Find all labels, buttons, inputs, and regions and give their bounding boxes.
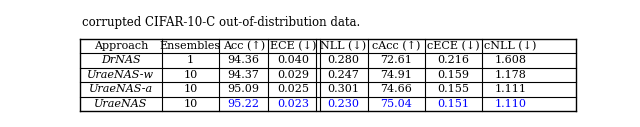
Text: 0.280: 0.280 (327, 55, 359, 65)
Text: 94.36: 94.36 (228, 55, 260, 65)
Text: cNLL (↓): cNLL (↓) (484, 41, 536, 51)
Text: 95.22: 95.22 (228, 99, 260, 109)
Text: 1.608: 1.608 (494, 55, 526, 65)
Text: 10: 10 (183, 99, 198, 109)
Text: 75.04: 75.04 (380, 99, 412, 109)
Text: 0.025: 0.025 (277, 84, 309, 94)
Text: Acc (↑): Acc (↑) (223, 41, 265, 51)
Text: 0.040: 0.040 (277, 55, 309, 65)
Text: 94.37: 94.37 (228, 70, 260, 80)
Text: 74.66: 74.66 (380, 84, 412, 94)
Text: ECE (↓): ECE (↓) (270, 41, 316, 51)
Text: 0.151: 0.151 (437, 99, 469, 109)
Text: Approach: Approach (93, 41, 148, 51)
Text: 0.155: 0.155 (437, 84, 469, 94)
Text: 1.110: 1.110 (494, 99, 526, 109)
Text: 72.61: 72.61 (380, 55, 412, 65)
Text: 1.178: 1.178 (494, 70, 526, 80)
Text: 1.111: 1.111 (494, 84, 526, 94)
Text: 0.029: 0.029 (277, 70, 309, 80)
Text: UraeNAS-w: UraeNAS-w (88, 70, 154, 80)
Text: 0.230: 0.230 (327, 99, 359, 109)
Text: 0.301: 0.301 (327, 84, 359, 94)
Text: cECE (↓): cECE (↓) (427, 41, 479, 51)
Text: 74.91: 74.91 (380, 70, 412, 80)
Text: 95.09: 95.09 (228, 84, 260, 94)
Text: UraeNAS: UraeNAS (94, 99, 148, 109)
Text: 0.023: 0.023 (277, 99, 309, 109)
Text: NLL (↓): NLL (↓) (320, 41, 366, 51)
Text: Ensembles: Ensembles (160, 41, 221, 51)
Text: 0.247: 0.247 (327, 70, 359, 80)
Text: 0.216: 0.216 (437, 55, 469, 65)
Text: DrNAS: DrNAS (101, 55, 141, 65)
Text: 0.159: 0.159 (437, 70, 469, 80)
Text: 1: 1 (187, 55, 194, 65)
Text: cAcc (↑): cAcc (↑) (372, 41, 420, 51)
Text: 10: 10 (183, 70, 198, 80)
Text: 10: 10 (183, 84, 198, 94)
Text: corrupted CIFAR-10-C out-of-distribution data.: corrupted CIFAR-10-C out-of-distribution… (83, 16, 361, 29)
Text: UraeNAS-a: UraeNAS-a (89, 84, 153, 94)
